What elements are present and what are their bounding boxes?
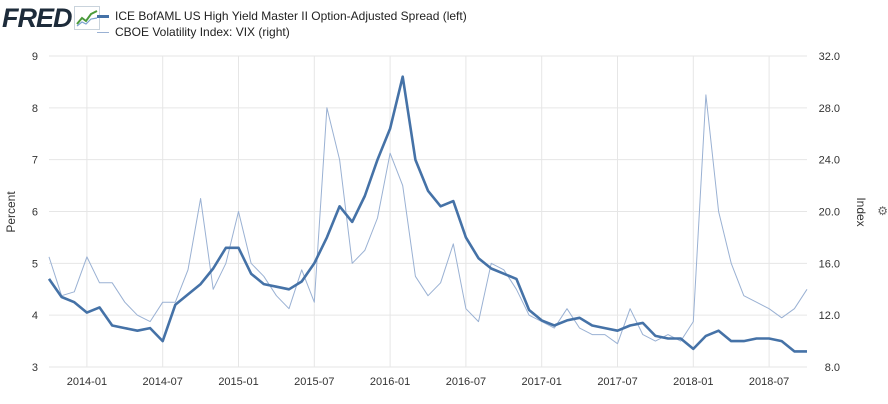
left-tick-label: 4 — [32, 310, 38, 322]
settings-icon[interactable]: ⚙ — [877, 204, 888, 218]
x-tick-label: 2016-01 — [370, 376, 410, 388]
x-tick-label: 2015-07 — [294, 376, 334, 388]
chart-legend: ICE BofAML US High Yield Master II Optio… — [97, 8, 467, 40]
x-tick-label: 2018-01 — [673, 376, 713, 388]
right-axis: 8.0 12.0 16.0 20.0 24.0 28.0 32.0 — [819, 51, 840, 374]
right-tick-label: 20.0 — [819, 207, 840, 219]
logo-wordmark: FRED — [2, 3, 72, 33]
x-axis: 2014-01 2014-07 2015-01 2015-07 2016-01 2016-… — [67, 376, 790, 388]
x-tick-label: 2017-07 — [597, 376, 637, 388]
left-tick-label: 3 — [32, 362, 38, 374]
right-tick-label: 8.0 — [825, 362, 840, 374]
right-tick-label: 24.0 — [819, 155, 840, 167]
left-tick-label: 8 — [32, 103, 38, 115]
x-tick-label: 2016-07 — [446, 376, 486, 388]
right-tick-label: 32.0 — [819, 51, 840, 63]
series-lines — [47, 75, 808, 353]
chart-line-icon — [73, 6, 100, 30]
legend-label: ICE BofAML US High Yield Master II Optio… — [115, 9, 467, 23]
right-tick-label: 16.0 — [819, 258, 840, 270]
right-tick-label: 28.0 — [819, 103, 840, 115]
x-tick-label: 2018-07 — [749, 376, 789, 388]
legend-swatch — [97, 14, 109, 18]
left-tick-label: 5 — [32, 258, 38, 270]
left-tick-label: 7 — [32, 155, 38, 167]
x-tick-label: 2015-01 — [218, 376, 258, 388]
chart-header: FRED ICE BofAML US High Yield Master II … — [0, 0, 888, 48]
right-tick-label: 12.0 — [819, 310, 840, 322]
fred-logo[interactable]: FRED — [2, 4, 100, 32]
series-line-hy-spread — [47, 75, 807, 353]
legend-item-vix[interactable]: CBOE Volatility Index: VIX (right) — [97, 24, 467, 40]
x-tick-label: 2017-01 — [522, 376, 562, 388]
legend-swatch — [97, 31, 109, 33]
series-line-vix — [48, 94, 808, 345]
left-axis-title: Percent — [4, 191, 18, 233]
left-axis: 3 4 5 6 7 8 9 — [32, 51, 38, 374]
x-tick-label: 2014-01 — [67, 376, 107, 388]
right-axis-title: Index — [854, 197, 868, 226]
x-tick-label: 2014-07 — [143, 376, 183, 388]
left-tick-label: 6 — [32, 207, 38, 219]
legend-label: CBOE Volatility Index: VIX (right) — [115, 25, 290, 39]
legend-item-hy-spread[interactable]: ICE BofAML US High Yield Master II Optio… — [97, 8, 467, 24]
left-tick-label: 9 — [32, 51, 38, 63]
